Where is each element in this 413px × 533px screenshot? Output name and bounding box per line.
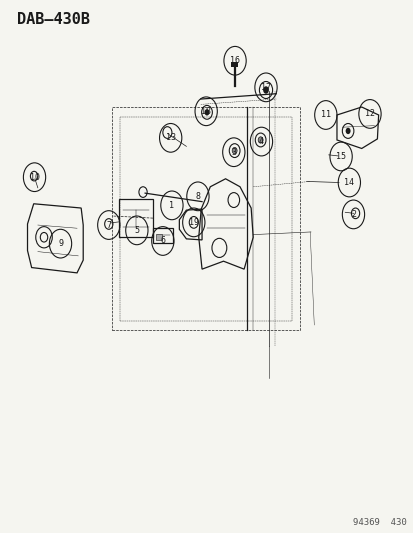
Text: 6: 6	[160, 237, 165, 246]
Text: 5: 5	[134, 226, 139, 235]
Text: DAB–430B: DAB–430B	[17, 12, 90, 27]
Text: 10: 10	[29, 173, 39, 182]
Text: 18: 18	[201, 107, 211, 116]
Text: 9: 9	[58, 239, 63, 248]
Bar	[155, 233, 162, 240]
Circle shape	[232, 148, 237, 154]
Text: 13: 13	[165, 133, 175, 142]
Bar	[112, 107, 299, 330]
Text: 2: 2	[350, 210, 355, 219]
Text: 11: 11	[320, 110, 330, 119]
Circle shape	[258, 137, 263, 143]
Bar	[119, 199, 152, 237]
Text: 1: 1	[169, 201, 174, 210]
Text: 12: 12	[364, 109, 374, 118]
Circle shape	[204, 109, 209, 116]
Text: 16: 16	[230, 56, 240, 65]
Text: 94369  430: 94369 430	[353, 518, 406, 527]
Text: 19: 19	[188, 218, 198, 227]
Bar	[152, 228, 173, 243]
Circle shape	[345, 128, 350, 134]
Text: 17: 17	[260, 83, 271, 92]
Text: 7: 7	[106, 221, 111, 230]
Bar	[230, 62, 238, 67]
Text: 3: 3	[231, 148, 236, 157]
Text: 14: 14	[344, 178, 354, 187]
Circle shape	[263, 86, 268, 94]
Text: 15: 15	[335, 152, 345, 161]
Text: 4: 4	[259, 137, 263, 146]
Text: 8: 8	[195, 192, 200, 201]
